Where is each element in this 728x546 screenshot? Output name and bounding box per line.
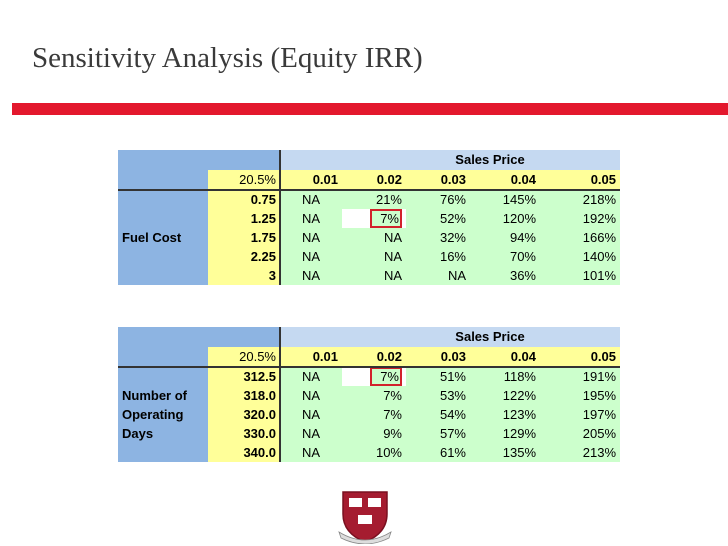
- logo: [338, 491, 392, 544]
- row-header: 1.75: [208, 228, 280, 247]
- data-cell: 61%: [406, 443, 470, 462]
- data-cell: 145%: [470, 190, 540, 209]
- data-cell: 213%: [540, 443, 620, 462]
- data-cell: 54%: [406, 405, 470, 424]
- data-cell: 120%: [470, 209, 540, 228]
- row-header: 330.0: [208, 424, 280, 443]
- data-cell: 122%: [470, 386, 540, 405]
- data-cell: 21%: [342, 190, 406, 209]
- data-cell: 53%: [406, 386, 470, 405]
- column-header: 0.05: [540, 170, 620, 190]
- corner: 20.5%: [208, 170, 280, 190]
- rule-h: [118, 189, 620, 191]
- data-cell: NA: [406, 266, 470, 285]
- column-header: 0.03: [406, 170, 470, 190]
- data-cell: 10%: [342, 443, 406, 462]
- data-cell: NA: [280, 443, 342, 462]
- data-cell: 52%: [406, 209, 470, 228]
- label-column: [118, 327, 208, 462]
- data-cell: 205%: [540, 424, 620, 443]
- data-cell: NA: [280, 228, 342, 247]
- data-cell: NA: [280, 190, 342, 209]
- rule-h: [118, 366, 620, 368]
- data-cell: NA: [280, 386, 342, 405]
- row-header: 312.5: [208, 367, 280, 386]
- row-label: Operating: [122, 407, 184, 422]
- row-header: 340.0: [208, 443, 280, 462]
- column-header: 0.03: [406, 347, 470, 367]
- row-label: Days: [122, 426, 154, 441]
- column-header: 0.01: [280, 170, 342, 190]
- row-header: 0.75: [208, 190, 280, 209]
- data-cell: 32%: [406, 228, 470, 247]
- column-header: 0.02: [342, 170, 406, 190]
- data-cell: 192%: [540, 209, 620, 228]
- data-cell: NA: [280, 247, 342, 266]
- data-cell: NA: [280, 367, 342, 386]
- title-rule: [12, 103, 728, 115]
- data-cell: NA: [280, 405, 342, 424]
- data-cell: 195%: [540, 386, 620, 405]
- rule-v: [279, 327, 281, 462]
- column-header: 0.02: [342, 347, 406, 367]
- data-cell: 218%: [540, 190, 620, 209]
- data-cell: 94%: [470, 228, 540, 247]
- row-header: 320.0: [208, 405, 280, 424]
- corner-blank: [208, 327, 280, 347]
- data-cell: 9%: [342, 424, 406, 443]
- corner-blank: [208, 150, 280, 170]
- rule-v: [279, 150, 281, 285]
- data-cell: 7%: [342, 405, 406, 424]
- row-header: 318.0: [208, 386, 280, 405]
- data-cell: 123%: [470, 405, 540, 424]
- data-cell: 118%: [470, 367, 540, 386]
- data-cell: NA: [280, 266, 342, 285]
- header: Sales Price: [280, 150, 620, 170]
- column-header: 0.01: [280, 347, 342, 367]
- data-cell: 57%: [406, 424, 470, 443]
- data-cell: 191%: [540, 367, 620, 386]
- data-cell: 7%: [370, 367, 402, 386]
- slide-title: Sensitivity Analysis (Equity IRR): [32, 42, 423, 74]
- row-label: Fuel Cost: [122, 230, 182, 245]
- column-header: 0.04: [470, 170, 540, 190]
- column-header: 0.04: [470, 347, 540, 367]
- data-cell: 197%: [540, 405, 620, 424]
- row-header: 2.25: [208, 247, 280, 266]
- data-cell: 70%: [470, 247, 540, 266]
- data-cell: 101%: [540, 266, 620, 285]
- data-cell: 140%: [540, 247, 620, 266]
- data-cell: NA: [280, 424, 342, 443]
- data-cell: 129%: [470, 424, 540, 443]
- data-cell: 51%: [406, 367, 470, 386]
- data-cell: 166%: [540, 228, 620, 247]
- data-cell: NA: [342, 247, 406, 266]
- data-cell: NA: [342, 266, 406, 285]
- column-header: 0.05: [540, 347, 620, 367]
- row-label: Number of: [122, 388, 187, 403]
- data-cell: 135%: [470, 443, 540, 462]
- data-cell: 36%: [470, 266, 540, 285]
- data-cell: 7%: [370, 209, 402, 228]
- corner: 20.5%: [208, 347, 280, 367]
- data-cell: 76%: [406, 190, 470, 209]
- row-header: 1.25: [208, 209, 280, 228]
- data-cell: 16%: [406, 247, 470, 266]
- data-cell: NA: [342, 228, 406, 247]
- row-header: 3: [208, 266, 280, 285]
- label-column: [118, 150, 208, 285]
- data-cell: 7%: [342, 386, 406, 405]
- data-cell: NA: [280, 209, 342, 228]
- header: Sales Price: [280, 327, 620, 347]
